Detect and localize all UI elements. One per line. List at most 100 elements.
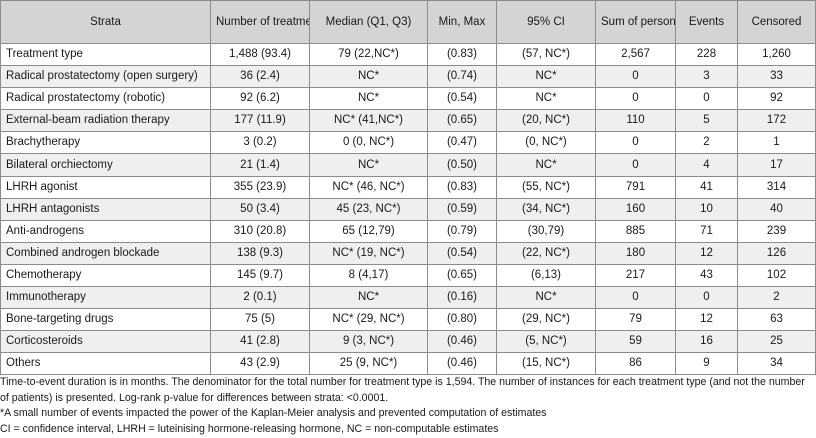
events-cell: 9 [675, 352, 738, 376]
censored-cell: 40 [737, 197, 816, 221]
events-cell: 4 [675, 153, 738, 177]
person-time-cell: 0 [595, 131, 676, 155]
header-events: Events [675, 0, 738, 44]
strata-cell: External-beam radiation therapy [0, 109, 211, 133]
header-sum-person-time: Sum of person time [595, 0, 676, 44]
events-cell: 228 [675, 42, 738, 67]
strata-cell: Radical prostatectomy (robotic) [0, 87, 211, 111]
median-cell: 45 (23, NC*) [309, 197, 428, 221]
events-cell: 71 [675, 219, 738, 243]
censored-cell: 92 [737, 87, 816, 111]
median-cell: 0 (0, NC*) [309, 131, 428, 155]
ci-cell: (6,13) [496, 263, 596, 288]
table-row: Corticosteroids 41 (2.8) 9 (3, NC*) (0.46)(… [0, 330, 816, 354]
table-row: Chemotherapy 145 (9.7) 8 (4,17) (0.65) (6,13… [0, 263, 816, 288]
censored-cell: 33 [737, 65, 816, 89]
header-95-ci: 95% CI [496, 0, 596, 44]
footnote-asterisk: *A small number of events impacted the p… [0, 407, 547, 419]
strata-cell: Treatment type [0, 42, 211, 67]
ci-cell: (57, NC*) [496, 42, 596, 67]
strata-cell: Chemotherapy [0, 263, 211, 288]
table-row: Others 43 (2.9) 25 (9, NC*) (0.46) (15, NC*)… [0, 352, 816, 376]
events-cell: 0 [675, 87, 738, 111]
min-max-cell: (0.80) [427, 308, 497, 332]
ci-cell: (0, NC*) [496, 131, 596, 155]
strata-cell: Radical prostatectomy (open surgery) [0, 65, 211, 89]
median-cell: 79 (22,NC*) [309, 42, 428, 67]
median-cell: 65 (12,79) [309, 219, 428, 243]
censored-cell: 1,260 [737, 42, 816, 67]
median-cell: NC* (46, NC*) [309, 175, 428, 199]
censored-cell: 63 [737, 308, 816, 332]
ci-cell: NC* [496, 286, 596, 310]
person-time-cell: 885 [595, 219, 676, 243]
ci-cell: (55, NC*) [496, 175, 596, 199]
min-max-cell: (0.83) [427, 175, 497, 199]
strata-cell: Brachytherapy [0, 131, 211, 155]
min-max-cell: (0.50) [427, 153, 497, 177]
person-time-cell: 160 [595, 197, 676, 221]
treatments-cell: 21 (1.4) [210, 153, 310, 177]
strata-cell: Others [0, 352, 211, 376]
treatments-cell: 92 (6.2) [210, 87, 310, 111]
treatments-cell: 36 (2.4) [210, 65, 310, 89]
footnote-abbreviations: CI = confidence interval, LHRH = luteini… [0, 422, 499, 435]
median-cell: 8 (4,17) [309, 263, 428, 288]
table-footnotes: Time-to-event duration is in months. The… [0, 375, 812, 437]
min-max-cell: (0.65) [427, 109, 497, 133]
person-time-cell: 110 [595, 109, 676, 133]
strata-cell: Bone-targeting drugs [0, 308, 211, 332]
min-max-cell: (0.47) [427, 131, 497, 155]
person-time-cell: 217 [595, 263, 676, 288]
censored-cell: 102 [737, 263, 816, 288]
strata-table: Strata Number of treatments n (%) Median… [0, 0, 816, 376]
strata-cell: Anti-androgens [0, 219, 211, 243]
median-cell: NC* [309, 87, 428, 111]
table-row: Bilateral orchiectomy 21 (1.4) NC* (0.50) NC… [0, 153, 816, 177]
table-row: LHRH antagonists 50 (3.4) 45 (23, NC*) (0.5… [0, 197, 816, 221]
person-time-cell: 86 [595, 352, 676, 376]
strata-cell: LHRH agonist [0, 175, 211, 199]
strata-cell: Immunotherapy [0, 286, 211, 310]
censored-cell: 25 [737, 330, 816, 354]
events-cell: 2 [675, 131, 738, 155]
ci-cell: (20, NC*) [496, 109, 596, 133]
treatments-cell: 3 (0.2) [210, 131, 310, 155]
treatments-cell: 41 (2.8) [210, 330, 310, 354]
ci-cell: NC* [496, 87, 596, 111]
censored-cell: 314 [737, 175, 816, 199]
median-cell: 9 (3, NC*) [309, 330, 428, 354]
events-cell: 12 [675, 308, 738, 332]
median-cell: NC* [309, 286, 428, 310]
treatments-cell: 145 (9.7) [210, 263, 310, 288]
median-cell: NC* [309, 65, 428, 89]
person-time-cell: 0 [595, 153, 676, 177]
table-row: Combined androgen blockade 138 (9.3) NC* (… [0, 241, 816, 265]
median-cell: NC* (41,NC*) [309, 109, 428, 133]
treatments-cell: 355 (23.9) [210, 175, 310, 199]
treatments-cell: 310 (20.8) [210, 219, 310, 243]
table-row: Bone-targeting drugs 75 (5) NC* (29, NC*)(… [0, 308, 816, 332]
header-number-of-treatments: Number of treatments n (%) [210, 0, 310, 44]
header-censored: Censored [737, 0, 816, 44]
strata-cell: Combined androgen blockade [0, 241, 211, 265]
events-cell: 41 [675, 175, 738, 199]
censored-cell: 2 [737, 286, 816, 310]
events-cell: 10 [675, 197, 738, 221]
person-time-cell: 2,567 [595, 42, 676, 67]
events-cell: 0 [675, 286, 738, 310]
censored-cell: 126 [737, 241, 816, 265]
ci-cell: (30,79) [496, 219, 596, 243]
treatments-cell: 177 (11.9) [210, 109, 310, 133]
treatments-cell: 2 (0.1) [210, 286, 310, 310]
median-cell: NC* (19, NC*) [309, 241, 428, 265]
events-cell: 12 [675, 241, 738, 265]
events-cell: 43 [675, 263, 738, 288]
median-cell: NC* (29, NC*) [309, 308, 428, 332]
events-cell: 3 [675, 65, 738, 89]
ci-cell: NC* [496, 153, 596, 177]
ci-cell: NC* [496, 65, 596, 89]
treatments-cell: 75 (5) [210, 308, 310, 332]
header-min-max: Min, Max [427, 0, 497, 44]
events-cell: 16 [675, 330, 738, 354]
